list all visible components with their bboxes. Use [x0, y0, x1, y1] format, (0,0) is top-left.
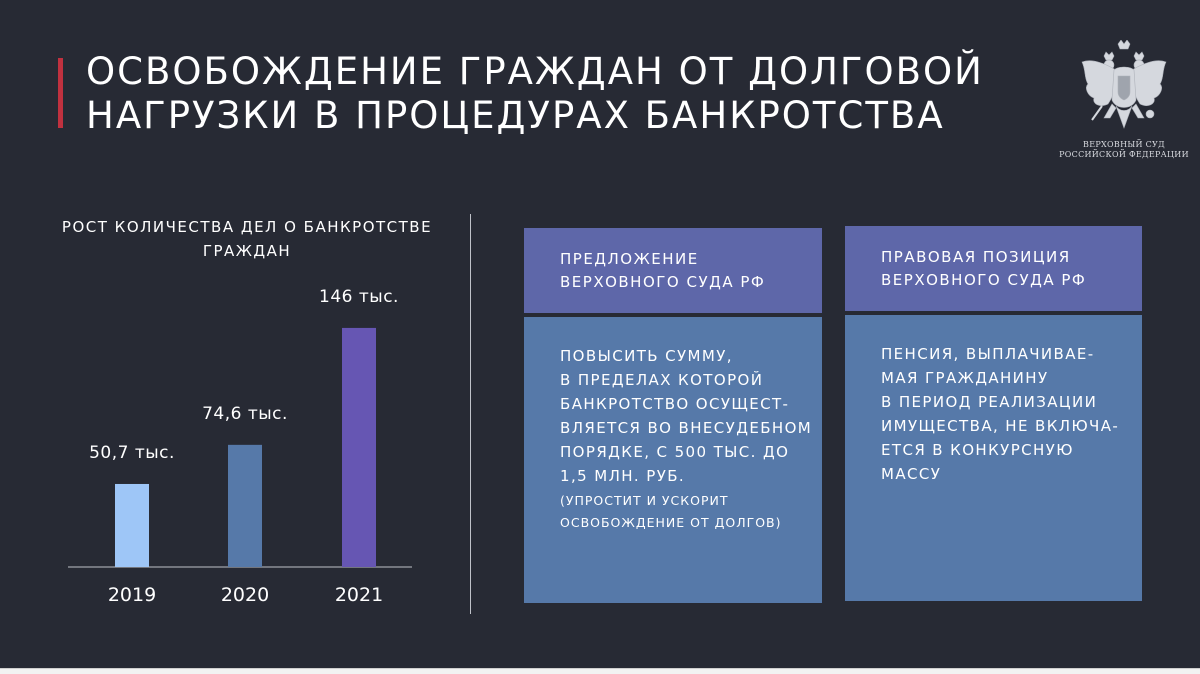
legal-position-body-line-5: ЕТСЯ В КОНКУРСНУЮ [881, 441, 1074, 459]
x-tick-2019: 2019 [108, 584, 156, 606]
proposal-body-line-5: ПОРЯДКЕ, С 500 ТЫС. ДО [560, 443, 790, 461]
proposal-body-line-4: ВЛЯЕТСЯ ВО ВНЕСУДЕБНОМ [560, 419, 813, 437]
slide-title-line-1: ОСВОБОЖДЕНИЕ ГРАЖДАН ОТ ДОЛГОВОЙ [86, 50, 984, 93]
x-tick-2020: 2020 [221, 584, 269, 606]
proposal-header-line-1: ПРЕДЛОЖЕНИЕ [560, 250, 699, 268]
chart-title-line-1: РОСТ КОЛИЧЕСТВА ДЕЛ О БАНКРОТСТВЕ [61, 218, 433, 236]
slide-title: ОСВОБОЖДЕНИЕ ГРАЖДАН ОТ ДОЛГОВОЙ НАГРУЗК… [86, 50, 986, 138]
legal-position-body: ПЕНСИЯ, ВЫПЛАЧИВАЕ- МАЯ ГРАЖДАНИНУ В ПЕР… [845, 315, 1142, 601]
x-tick-2021: 2021 [335, 584, 383, 606]
proposal-body-line-1: ПОВЫСИТЬ СУММУ, [560, 347, 733, 365]
legal-position-header: ПРАВОВАЯ ПОЗИЦИЯ ВЕРХОВНОГО СУДА РФ [845, 226, 1142, 311]
data-label-2019: 50,7 тыс. [89, 443, 175, 463]
proposal-body-line-6: 1,5 МЛН. РУБ. [560, 467, 686, 485]
bottom-strip [0, 668, 1200, 674]
vertical-divider [470, 214, 471, 614]
legal-position-header-line-1: ПРАВОВАЯ ПОЗИЦИЯ [881, 248, 1071, 266]
chart-title: РОСТ КОЛИЧЕСТВА ДЕЛ О БАНКРОТСТВЕ ГРАЖДА… [52, 215, 442, 263]
slide-title-line-2: НАГРУЗКИ В ПРОЦЕДУРАХ БАНКРОТСТВА [86, 94, 945, 137]
chart-title-line-2: ГРАЖДАН [202, 242, 292, 260]
proposal-body-line-3: БАНКРОТСТВО ОСУЩЕСТ- [560, 395, 790, 413]
legal-position-body-line-3: В ПЕРИОД РЕАЛИЗАЦИИ [881, 393, 1098, 411]
double-headed-eagle-emblem-icon [1081, 40, 1167, 129]
proposal-header-line-2: ВЕРХОВНОГО СУДА РФ [560, 273, 766, 291]
emblem-caption-line-1: ВЕРХОВНЫЙ СУД [1083, 140, 1165, 149]
emblem-caption-line-2: РОССИЙСКОЙ ФЕДЕРАЦИИ [1059, 150, 1189, 159]
bar-2021 [342, 327, 376, 567]
title-accent-bar [58, 58, 63, 128]
legal-position-body-line-2: МАЯ ГРАЖДАНИНУ [881, 369, 1049, 387]
emblem-caption: ВЕРХОВНЫЙ СУД РОССИЙСКОЙ ФЕДЕРАЦИИ [1056, 140, 1192, 160]
legal-position-header-line-2: ВЕРХОВНОГО СУДА РФ [881, 271, 1087, 289]
proposal-header: ПРЕДЛОЖЕНИЕ ВЕРХОВНОГО СУДА РФ [524, 228, 822, 313]
proposal-note: (УПРОСТИТ И УСКОРИТ ОСВОБОЖДЕНИЕ ОТ ДОЛГ… [560, 490, 822, 534]
data-label-2021: 146 тыс. [319, 287, 399, 307]
proposal-body: ПОВЫСИТЬ СУММУ, В ПРЕДЕЛАХ КОТОРОЙ БАНКР… [524, 317, 822, 603]
proposal-note-line-2: ОСВОБОЖДЕНИЕ ОТ ДОЛГОВ) [560, 515, 782, 530]
legal-position-body-line-4: ИМУЩЕСТВА, НЕ ВКЛЮЧА- [881, 417, 1120, 435]
legal-position-body-line-1: ПЕНСИЯ, ВЫПЛАЧИВАЕ- [881, 345, 1095, 363]
legal-position-body-line-6: МАССУ [881, 465, 942, 483]
bar-2020 [228, 444, 262, 567]
proposal-body-line-2: В ПРЕДЕЛАХ КОТОРОЙ [560, 371, 764, 389]
bar-chart: 50,7 тыс. 2019 74,6 тыс. 2020 146 тыс. 2021 [68, 287, 412, 606]
bar-2019 [115, 483, 149, 567]
proposal-note-line-1: (УПРОСТИТ И УСКОРИТ [560, 493, 729, 508]
data-label-2020: 74,6 тыс. [202, 404, 288, 424]
